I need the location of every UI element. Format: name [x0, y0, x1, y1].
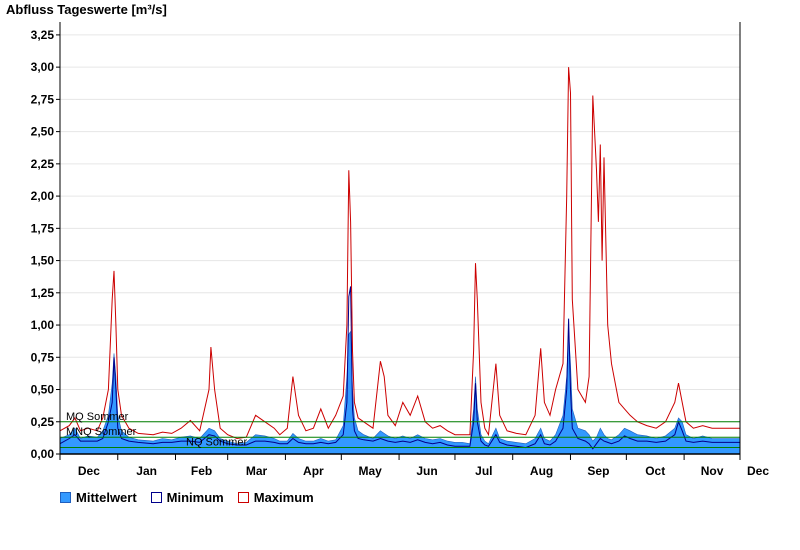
x-tick-label: Dec: [78, 464, 100, 478]
x-tick-label: Jun: [416, 464, 437, 478]
x-tick-label: Aug: [530, 464, 553, 478]
x-tick-label: Sep: [587, 464, 609, 478]
series-line-minimum: [59, 286, 740, 450]
x-tick-label: Dec: [747, 464, 769, 478]
y-tick-label: 2,00: [31, 189, 55, 203]
y-tick-label: 1,75: [31, 221, 55, 235]
reference-lines: MQ Sommer MNQ Sommer NQ Sommer: [60, 411, 740, 449]
y-tick-label: 1,50: [31, 254, 55, 268]
y-tick-label: 0,00: [31, 447, 55, 461]
legend-label: Minimum: [166, 490, 224, 505]
x-tick-label: Nov: [701, 464, 724, 478]
x-tick-labels: Dec Jan Feb Mar Apr May Jun Jul Aug Sep Oct Nov Dec: [78, 464, 769, 478]
legend-swatch: [237, 492, 249, 503]
chart-title: Abfluss Tageswerte [m³/s]: [6, 2, 167, 17]
legend-swatch: [150, 492, 162, 503]
series-line-maximum: [59, 67, 740, 440]
series-area-mittelwert: [59, 330, 741, 455]
x-tick-label: Jan: [136, 464, 157, 478]
y-tick-label: 1,25: [31, 286, 55, 300]
x-tick-label: May: [359, 464, 383, 478]
x-tick-label: Apr: [303, 464, 324, 478]
legend-label: Mittelwert: [76, 490, 137, 505]
y-tick-label: 3,00: [31, 60, 55, 74]
reference-line-label: MNQ Sommer: [66, 426, 137, 438]
y-tick-label: 2,75: [31, 92, 55, 106]
y-tick-label: 1,00: [31, 318, 55, 332]
legend-item-minimum: Minimum: [150, 490, 224, 505]
y-tick-label: 0,50: [31, 383, 55, 397]
x-tick-label: Jul: [475, 464, 492, 478]
legend: Mittelwert Minimum Maximum: [60, 490, 314, 505]
legend-item-maximum: Maximum: [237, 490, 314, 505]
reference-line-label: NQ Sommer: [186, 437, 247, 449]
y-tick-label: 0,75: [31, 350, 55, 364]
y-tick-label: 2,25: [31, 157, 55, 171]
reference-line-label: MQ Sommer: [66, 411, 129, 423]
legend-label: Maximum: [253, 490, 314, 505]
legend-item-mittelwert: Mittelwert: [60, 490, 137, 505]
legend-swatch: [60, 492, 71, 503]
y-tick-label: 2,50: [31, 125, 55, 139]
grid: [60, 34, 740, 423]
axes: [56, 22, 741, 460]
x-tick-label: Mar: [246, 464, 268, 478]
x-tick-label: Feb: [191, 464, 212, 478]
y-tick-label: 3,25: [31, 28, 55, 42]
x-tick-label: Oct: [645, 464, 665, 478]
y-tick-labels: 0,00 0,25 0,50 0,75 1,00 1,25 1,50 1,75 2,00 2,25…: [31, 28, 55, 461]
y-tick-label: 0,25: [31, 415, 55, 429]
